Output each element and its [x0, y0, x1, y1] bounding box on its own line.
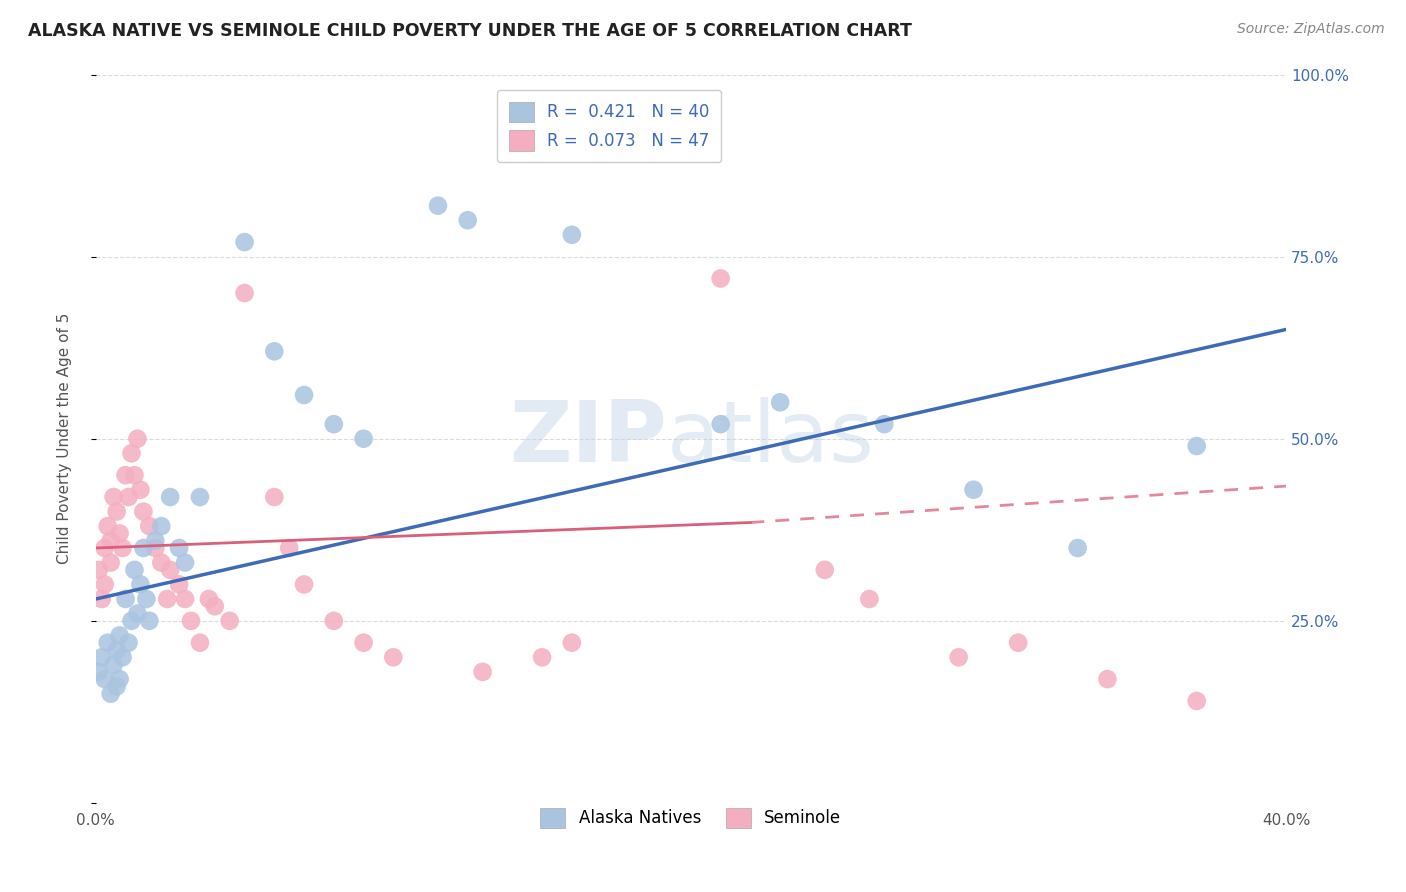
Point: [93, 577, 115, 591]
Point: [457, 213, 479, 227]
Point: [188, 636, 211, 650]
Point: [858, 592, 880, 607]
Point: [156, 592, 179, 607]
Point: [143, 541, 166, 555]
Point: [426, 199, 449, 213]
Point: [710, 271, 733, 285]
Point: [962, 483, 984, 497]
Point: [114, 592, 136, 607]
Point: [204, 599, 226, 614]
Point: [710, 417, 733, 432]
Point: [1185, 439, 1208, 453]
Point: [353, 636, 375, 650]
Point: [188, 490, 211, 504]
Text: ZIP: ZIP: [509, 397, 666, 480]
Point: [382, 650, 405, 665]
Point: [103, 657, 125, 672]
Point: [108, 526, 131, 541]
Point: [1066, 541, 1088, 555]
Point: [233, 235, 256, 249]
Legend: Alaska Natives, Seminole: Alaska Natives, Seminole: [534, 801, 848, 835]
Point: [138, 614, 160, 628]
Point: [322, 614, 344, 628]
Point: [127, 432, 149, 446]
Point: [471, 665, 494, 679]
Point: [87, 665, 110, 679]
Point: [143, 533, 166, 548]
Point: [127, 607, 149, 621]
Point: [138, 519, 160, 533]
Point: [129, 577, 152, 591]
Point: [117, 636, 139, 650]
Point: [263, 490, 285, 504]
Point: [124, 563, 146, 577]
Text: atlas: atlas: [666, 397, 875, 480]
Point: [167, 577, 190, 591]
Point: [531, 650, 554, 665]
Point: [108, 628, 131, 642]
Point: [129, 483, 152, 497]
Text: Source: ZipAtlas.com: Source: ZipAtlas.com: [1237, 22, 1385, 37]
Point: [561, 636, 583, 650]
Point: [114, 468, 136, 483]
Point: [105, 680, 128, 694]
Point: [292, 388, 315, 402]
Point: [263, 344, 285, 359]
Point: [180, 614, 202, 628]
Point: [93, 672, 115, 686]
Point: [121, 614, 143, 628]
Point: [159, 563, 181, 577]
Point: [769, 395, 792, 409]
Point: [111, 541, 134, 555]
Point: [1185, 694, 1208, 708]
Point: [117, 490, 139, 504]
Point: [174, 592, 197, 607]
Point: [121, 446, 143, 460]
Point: [100, 556, 122, 570]
Point: [198, 592, 221, 607]
Point: [948, 650, 970, 665]
Text: ALASKA NATIVE VS SEMINOLE CHILD POVERTY UNDER THE AGE OF 5 CORRELATION CHART: ALASKA NATIVE VS SEMINOLE CHILD POVERTY …: [28, 22, 912, 40]
Point: [1097, 672, 1119, 686]
Point: [167, 541, 190, 555]
Point: [90, 592, 112, 607]
Point: [873, 417, 896, 432]
Point: [97, 636, 120, 650]
Point: [561, 227, 583, 242]
Point: [93, 541, 115, 555]
Point: [353, 432, 375, 446]
Point: [105, 505, 128, 519]
Point: [124, 468, 146, 483]
Point: [814, 563, 837, 577]
Point: [292, 577, 315, 591]
Point: [159, 490, 181, 504]
Point: [278, 541, 301, 555]
Point: [103, 490, 125, 504]
Point: [97, 519, 120, 533]
Point: [87, 563, 110, 577]
Point: [150, 519, 173, 533]
Point: [150, 556, 173, 570]
Point: [100, 533, 122, 548]
Point: [174, 556, 197, 570]
Point: [233, 286, 256, 301]
Point: [90, 650, 112, 665]
Point: [108, 672, 131, 686]
Point: [1007, 636, 1029, 650]
Point: [135, 592, 157, 607]
Point: [218, 614, 240, 628]
Point: [132, 541, 155, 555]
Point: [100, 687, 122, 701]
Point: [322, 417, 344, 432]
Point: [132, 505, 155, 519]
Point: [111, 650, 134, 665]
Point: [105, 643, 128, 657]
Y-axis label: Child Poverty Under the Age of 5: Child Poverty Under the Age of 5: [58, 313, 72, 565]
